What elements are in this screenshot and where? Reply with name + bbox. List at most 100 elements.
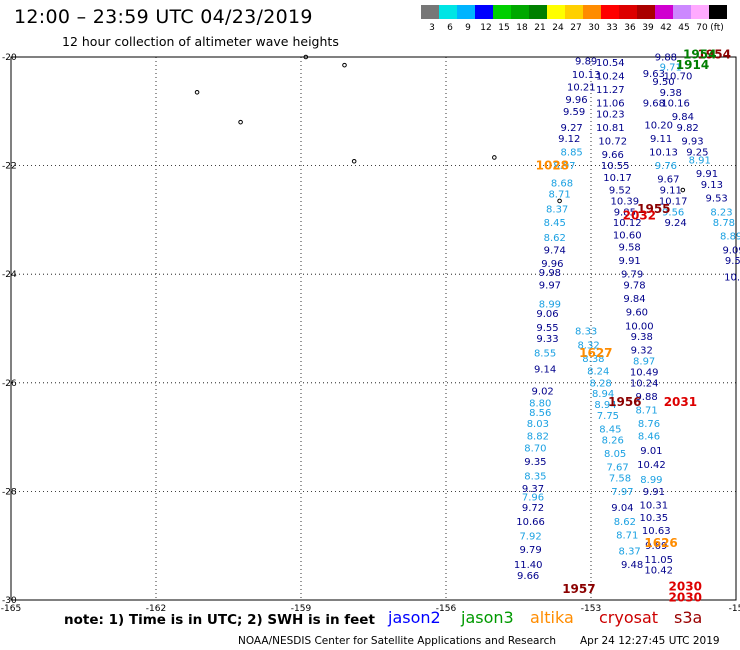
wave-height-point: 10.81 bbox=[596, 123, 625, 134]
wave-height-point: 10.72 bbox=[598, 137, 627, 148]
island-marker bbox=[194, 89, 200, 95]
wave-height-point: 10.16 bbox=[661, 99, 690, 110]
wave-height-point: 9.48 bbox=[621, 560, 643, 571]
legend-swatch bbox=[547, 5, 565, 19]
wave-height-point: 9.27 bbox=[561, 123, 583, 134]
wave-height-point: 8.35 bbox=[524, 472, 546, 483]
wave-height-point: 9.12 bbox=[558, 134, 580, 145]
wave-height-point: 7.92 bbox=[519, 531, 541, 542]
wave-height-point: 9.88 bbox=[635, 392, 657, 403]
pass-time-label: 2031 bbox=[664, 395, 697, 409]
legend-swatch bbox=[421, 5, 439, 19]
island-marker bbox=[342, 62, 347, 68]
wave-height-point: 11.27 bbox=[596, 85, 625, 96]
legend-swatch bbox=[655, 5, 673, 19]
wave-height-point: 9.74 bbox=[544, 245, 566, 256]
legend-bin-label: 36 bbox=[624, 23, 636, 33]
legend-swatch bbox=[493, 5, 511, 19]
pass-time-label: 1626 bbox=[644, 536, 677, 550]
wave-height-point: 10.63 bbox=[642, 526, 671, 537]
wave-height-point: 10.49 bbox=[630, 367, 659, 378]
wave-height-point: 7.67 bbox=[606, 462, 628, 473]
wave-height-point: 9.11 bbox=[660, 186, 682, 197]
wave-height-point: 8.28 bbox=[590, 378, 612, 389]
wave-height-point: 8.45 bbox=[599, 424, 621, 435]
wave-height-point: 9.59 bbox=[563, 107, 585, 118]
legend-swatch bbox=[709, 5, 727, 19]
wave-height-point: 10.24 bbox=[596, 72, 625, 83]
legend-swatch bbox=[619, 5, 637, 19]
island-marker bbox=[680, 187, 686, 193]
wave-height-point: 8.56 bbox=[529, 408, 551, 419]
plot-frame bbox=[10, 56, 737, 601]
wave-height-point: 9.91 bbox=[696, 169, 718, 180]
wave-height-point: 8.32 bbox=[577, 340, 599, 351]
y-tick-label: -28 bbox=[2, 487, 17, 497]
wave-height-point: 9.72 bbox=[522, 503, 544, 514]
color-legend: 3 6 9 12 15 18 21 24 27 30 33 36 39 42 45 70 (ft) bbox=[421, 5, 728, 37]
legend-swatch bbox=[565, 5, 583, 19]
legend-swatch bbox=[439, 5, 457, 19]
wave-height-point: 10.00 bbox=[625, 321, 654, 332]
wave-height-point: 9.35 bbox=[524, 457, 546, 468]
wave-height-point: 7.58 bbox=[609, 473, 631, 484]
wave-height-point: 7.97 bbox=[611, 487, 633, 498]
wave-height-point: 8.45 bbox=[544, 218, 566, 229]
y-tick-label: -26 bbox=[2, 379, 17, 389]
wave-height-point: 10.31 bbox=[640, 500, 669, 511]
wave-height-point: 9.71 bbox=[660, 62, 682, 73]
wave-height-point: 9.85 bbox=[614, 207, 636, 218]
wave-height-point: 10.17 bbox=[659, 196, 688, 207]
wave-height-point: 10.13 bbox=[649, 148, 678, 159]
wave-height-point: 8.71 bbox=[635, 405, 657, 416]
wave-height-point: 8.03 bbox=[527, 419, 549, 430]
legend-bin-label: 3 bbox=[429, 23, 435, 33]
wave-height-point: 10.24 bbox=[630, 378, 659, 389]
legend-altika: altika bbox=[530, 608, 574, 627]
pass-time-label: 1957 bbox=[562, 582, 595, 596]
wave-height-point: 8.91 bbox=[689, 156, 711, 167]
wave-height-point: 9.97 bbox=[539, 281, 561, 292]
wave-height-point: 10.54 bbox=[596, 58, 625, 69]
x-tick-label: -15 bbox=[729, 604, 740, 614]
wave-height-point: 8.82 bbox=[527, 432, 549, 443]
wave-height-point: 9.13 bbox=[701, 180, 723, 191]
legend-bin-label: 33 bbox=[606, 23, 618, 33]
wave-height-point: 8.89 bbox=[720, 232, 740, 243]
y-tick-label: -24 bbox=[2, 270, 17, 280]
legend-s3a: s3a bbox=[674, 608, 703, 627]
wave-height-point: 9.82 bbox=[677, 123, 699, 134]
wave-height-point: 9.78 bbox=[623, 281, 645, 292]
legend-bin-label: 24 bbox=[552, 23, 564, 33]
legend-jason2: jason2 bbox=[388, 608, 441, 627]
wave-height-point: 11.40 bbox=[514, 560, 543, 571]
pass-time-label: 1028 bbox=[536, 159, 569, 173]
wave-height-point: 9.37 bbox=[522, 484, 544, 495]
legend-swatch bbox=[637, 5, 655, 19]
wave-height-point: 9.53 bbox=[706, 194, 728, 205]
wave-height-point: 9.84 bbox=[672, 112, 694, 123]
pass-time-label: 2032 bbox=[623, 209, 656, 223]
wave-height-point: 8.70 bbox=[524, 443, 546, 454]
wave-height-point: 8.23 bbox=[710, 207, 732, 218]
wave-height-point: 9.68 bbox=[643, 99, 665, 110]
wave-height-point: 9.38 bbox=[660, 88, 682, 99]
legend-bin-label: 6 bbox=[447, 23, 453, 33]
wave-height-point: 9.25 bbox=[686, 148, 708, 159]
legend-bin-label: 21 bbox=[534, 23, 546, 33]
wave-height-point: 9.04 bbox=[611, 503, 633, 514]
wave-height-point: 10.55 bbox=[601, 161, 630, 172]
wave-height-point: 8.68 bbox=[551, 178, 573, 189]
legend-swatch bbox=[475, 5, 493, 19]
wave-height-point: 9.24 bbox=[664, 218, 686, 229]
island-marker bbox=[303, 54, 309, 60]
wave-height-point: 9.56 bbox=[662, 207, 684, 218]
wave-height-point: 9.79 bbox=[621, 270, 643, 281]
wave-height-point: 9.06 bbox=[536, 309, 558, 320]
wave-height-point: 8.37 bbox=[546, 205, 568, 216]
legend-unit: (ft) bbox=[710, 23, 724, 33]
legend-bin-label: 70 bbox=[696, 23, 708, 33]
wave-height-point: 8.78 bbox=[713, 218, 735, 229]
wave-height-point: 9.09 bbox=[722, 245, 740, 256]
legend-bin-label: 12 bbox=[480, 23, 492, 33]
